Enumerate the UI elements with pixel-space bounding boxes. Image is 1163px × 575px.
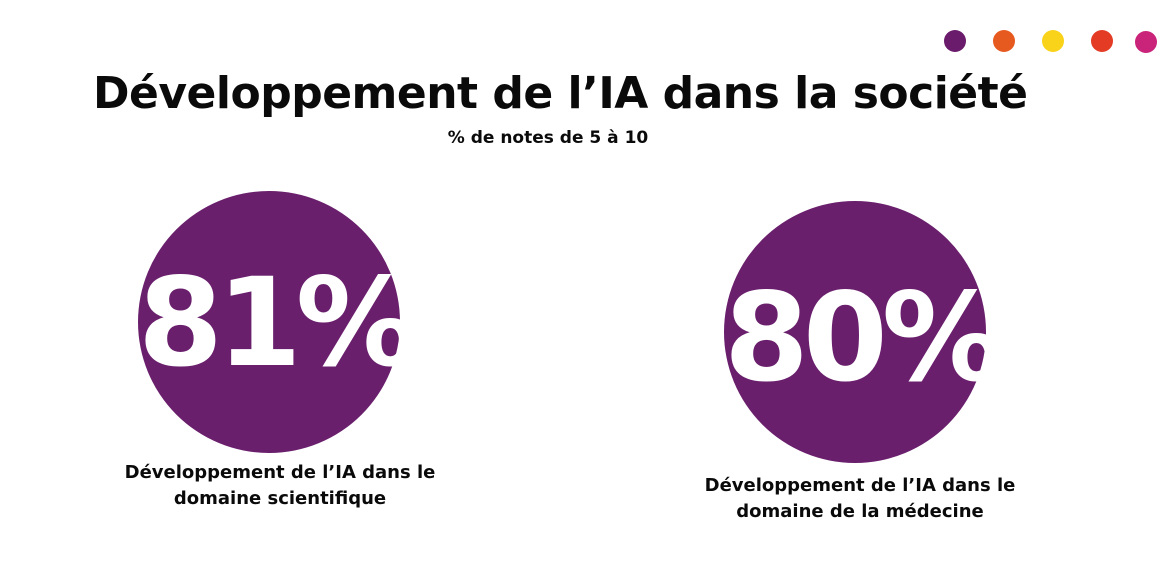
kpi-label-medicine: Développement de l’IA dans le domaine de… xyxy=(690,473,1030,525)
kpi-circle-scientific xyxy=(138,191,400,453)
kpi-label-medicine-line2: domaine de la médecine xyxy=(736,501,984,522)
page-title: Développement de l’IA dans la société xyxy=(93,68,1028,119)
decorative-dots xyxy=(0,0,1163,80)
page-subtitle: % de notes de 5 à 10 xyxy=(447,128,649,148)
dot-red xyxy=(1091,30,1113,52)
kpi-circle-medicine xyxy=(724,201,986,463)
kpi-label-scientific-line1: Développement de l’IA dans le xyxy=(124,462,436,483)
dot-yellow xyxy=(1042,30,1064,52)
kpi-label-medicine-line1: Développement de l’IA dans le xyxy=(704,475,1016,496)
kpi-label-scientific: Développement de l’IA dans le domaine sc… xyxy=(110,460,450,512)
dot-purple xyxy=(944,30,966,52)
kpi-value-scientific: 81% xyxy=(138,252,418,394)
dot-magenta xyxy=(1135,31,1157,53)
dot-orange xyxy=(993,30,1015,52)
kpi-label-scientific-line2: domaine scientifique xyxy=(173,488,387,509)
kpi-value-medicine: 80% xyxy=(724,267,1004,409)
